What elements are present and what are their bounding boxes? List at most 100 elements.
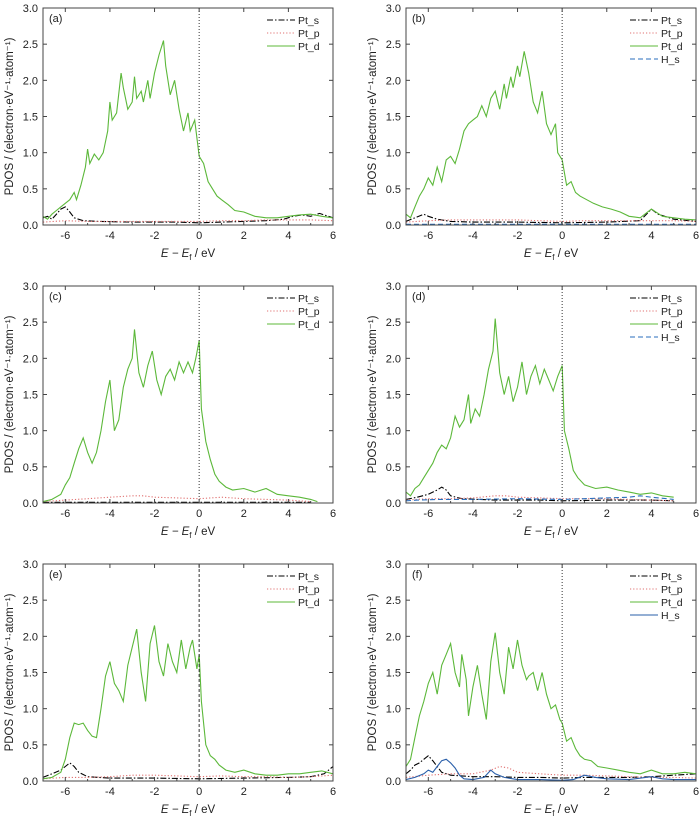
- x-axis-label-subscript: f: [189, 253, 192, 262]
- y-tick-label: 1.5: [386, 112, 401, 124]
- x-tick-label: 6: [693, 786, 699, 798]
- x-tick-label: 2: [241, 786, 247, 798]
- legend-entry-label: Pt_p: [661, 28, 683, 40]
- y-tick-label: 2.5: [23, 317, 38, 329]
- series-line-h-s: [406, 495, 674, 502]
- x-tick-label: 4: [648, 230, 654, 242]
- x-tick-label: 2: [604, 508, 610, 520]
- x-tick-label: -2: [150, 786, 160, 798]
- y-tick-label: 0.0: [386, 776, 401, 788]
- plot-frame: [42, 563, 334, 782]
- x-tick-label: 0: [559, 230, 565, 242]
- x-axis-label-unit: / eV: [555, 248, 579, 260]
- x-tick-label: 4: [285, 230, 291, 242]
- y-tick-label: 3.0: [386, 3, 401, 15]
- x-tick-label: -2: [513, 786, 523, 798]
- x-axis-label: E − Ef / eV: [161, 526, 216, 540]
- y-tick-label: 1.0: [23, 426, 38, 438]
- x-axis-label-main: E − E: [524, 526, 553, 538]
- legend-entry-label: Pt_d: [298, 597, 320, 609]
- x-axis-label-main: E − E: [524, 248, 553, 260]
- y-tick-label: 1.0: [386, 426, 401, 438]
- legend-entry-label: H_s: [661, 610, 680, 622]
- x-tick-label: 0: [559, 508, 565, 520]
- legend-entry-label: Pt_p: [298, 306, 320, 318]
- legend-entry-label: Pt_s: [298, 293, 319, 305]
- y-tick-label: 2.5: [386, 317, 401, 329]
- x-tick-label: -2: [513, 230, 523, 242]
- x-tick-label: 0: [196, 786, 202, 798]
- y-tick-label: 3.0: [386, 559, 401, 571]
- y-tick-label: 2.0: [23, 631, 38, 643]
- series-line-pt-p: [43, 774, 333, 780]
- pdos-panel: -6 -4 -2 0 2 4 60.00.51.01.52.02.53.0(c) Pt_sPt…: [4, 281, 336, 540]
- panel-label: (c): [49, 291, 62, 303]
- x-tick-label: 4: [648, 508, 654, 520]
- y-tick-label: 2.0: [386, 75, 401, 87]
- legend-entry-label: H_s: [661, 54, 680, 66]
- y-tick-label: 0.0: [386, 498, 401, 510]
- y-tick-label: 0.5: [23, 740, 38, 752]
- x-tick-label: 0: [559, 786, 565, 798]
- y-tick-label: 0.5: [386, 462, 401, 474]
- panel-label: (b): [412, 13, 425, 25]
- x-tick-label: 0: [196, 230, 202, 242]
- x-tick-label: -4: [468, 230, 478, 242]
- y-axis-label: PDOS / (electron·eV⁻¹·atom⁻¹): [367, 37, 379, 195]
- x-axis-label-main: E − E: [161, 526, 190, 538]
- legend-entry-label: Pt_d: [298, 41, 320, 53]
- y-tick-label: 1.5: [386, 390, 401, 402]
- y-tick-label: 2.0: [386, 353, 401, 365]
- x-tick-label: -2: [150, 230, 160, 242]
- pdos-panel: -6 -4 -2 0 2 4 60.00.51.01.52.02.53.0(f) Pt_sPt…: [367, 559, 699, 818]
- x-tick-label: -4: [105, 508, 115, 520]
- x-tick-label: 2: [241, 230, 247, 242]
- legend-entry-label: Pt_d: [298, 319, 320, 331]
- x-axis-label-main: E − E: [161, 248, 190, 260]
- x-tick-label: -6: [423, 786, 433, 798]
- legend-entry-label: Pt_d: [661, 319, 683, 331]
- y-tick-label: 0.0: [23, 220, 38, 232]
- legend-entry-label: Pt_p: [298, 28, 320, 40]
- x-tick-label: 6: [330, 508, 336, 520]
- y-tick-label: 2.5: [23, 595, 38, 607]
- legend-entry-label: Pt_p: [661, 584, 683, 596]
- plot-frame: [42, 285, 334, 504]
- y-tick-label: 1.0: [23, 148, 38, 160]
- y-tick-label: 2.0: [23, 75, 38, 87]
- legend-entry-label: Pt_d: [661, 41, 683, 53]
- pdos-panel: -6 -4 -2 0 2 4 60.00.51.01.52.02.53.0(b) Pt_sPt…: [367, 3, 699, 262]
- x-tick-label: 4: [285, 786, 291, 798]
- legend-entry-label: Pt_p: [298, 584, 320, 596]
- y-axis-label: PDOS / (electron·eV⁻¹·atom⁻¹): [367, 593, 379, 751]
- x-axis-label-subscript: f: [189, 531, 192, 540]
- series-line-h-s: [406, 758, 696, 781]
- x-tick-label: -2: [513, 508, 523, 520]
- y-tick-label: 1.5: [23, 390, 38, 402]
- x-axis-label-unit: / eV: [555, 526, 579, 538]
- y-tick-label: 1.0: [386, 704, 401, 716]
- x-tick-label: 4: [285, 508, 291, 520]
- pdos-panel: -6 -4 -2 0 2 4 60.00.51.01.52.02.53.0(d) Pt_sPt…: [367, 281, 699, 540]
- series-line-pt-d: [43, 329, 318, 503]
- x-tick-label: 2: [604, 230, 610, 242]
- panel-label: (e): [49, 569, 62, 581]
- x-axis-label: E − Ef / eV: [524, 248, 579, 262]
- x-axis-label: E − Ef / eV: [161, 804, 216, 818]
- panel-label: (d): [412, 291, 425, 303]
- x-tick-label: -4: [105, 230, 115, 242]
- x-tick-label: 6: [693, 230, 699, 242]
- series-line-pt-d: [406, 632, 696, 775]
- x-tick-label: 6: [693, 508, 699, 520]
- series-line-pt-d: [406, 318, 674, 498]
- x-tick-label: 6: [330, 786, 336, 798]
- y-tick-label: 2.0: [386, 631, 401, 643]
- x-tick-label: 0: [196, 508, 202, 520]
- legend-entry-label: Pt_s: [661, 571, 682, 583]
- x-tick-label: -6: [60, 230, 70, 242]
- y-tick-label: 0.0: [23, 776, 38, 788]
- y-tick-label: 2.5: [386, 39, 401, 51]
- panel-label: (a): [49, 13, 62, 25]
- x-tick-label: -6: [423, 508, 433, 520]
- x-axis-label-subscript: f: [552, 253, 555, 262]
